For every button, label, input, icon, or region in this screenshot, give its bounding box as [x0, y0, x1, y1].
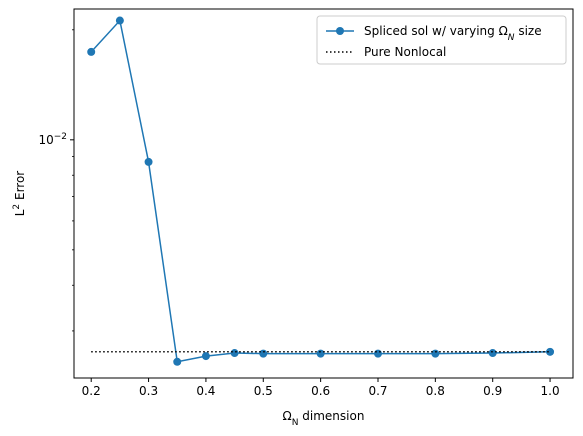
y-axis: 10−2	[38, 29, 74, 332]
y-tick-label: 10−2	[38, 132, 67, 147]
data-point-spliced	[230, 349, 239, 358]
data-point-spliced	[316, 349, 325, 358]
data-point-spliced	[173, 357, 182, 366]
x-tick-label: 0.2	[82, 384, 101, 398]
data-point-spliced	[87, 47, 96, 56]
data-point-spliced	[144, 157, 153, 166]
x-tick-label: 0.6	[311, 384, 330, 398]
x-tick-label: 0.3	[139, 384, 158, 398]
data-point-spliced	[259, 349, 268, 358]
data-point-spliced	[373, 349, 382, 358]
x-tick-label: 0.5	[254, 384, 273, 398]
data-point-spliced	[488, 349, 497, 358]
legend-label-spliced: Spliced sol w/ varying ΩN size	[364, 24, 542, 43]
legend-box	[316, 15, 567, 65]
x-tick-label: 1.0	[541, 384, 560, 398]
data-point-spliced	[201, 352, 210, 361]
x-tick-label: 0.4	[196, 384, 215, 398]
x-tick-label: 0.8	[426, 384, 445, 398]
x-tick-label: 0.7	[368, 384, 387, 398]
x-tick-label: 0.9	[483, 384, 502, 398]
axes-frame	[73, 8, 574, 379]
data-point-spliced	[115, 16, 124, 25]
legend: Spliced sol w/ varying ΩN size Pure Nonl…	[316, 15, 567, 65]
x-axis: 0.2 0.3 0.4 0.5 0.6 0.7 0.8 0.9 1.0	[82, 378, 560, 398]
plot-area	[87, 16, 555, 366]
legend-swatch-spliced-marker	[336, 27, 344, 35]
data-point-spliced	[546, 347, 555, 356]
legend-label-pure-nonlocal: Pure Nonlocal	[364, 45, 446, 59]
x-axis-label: ΩN dimension	[283, 409, 365, 428]
y-axis-label: L2 Error	[12, 171, 27, 217]
series-line-spliced	[90, 18, 551, 363]
data-point-spliced	[431, 349, 440, 358]
